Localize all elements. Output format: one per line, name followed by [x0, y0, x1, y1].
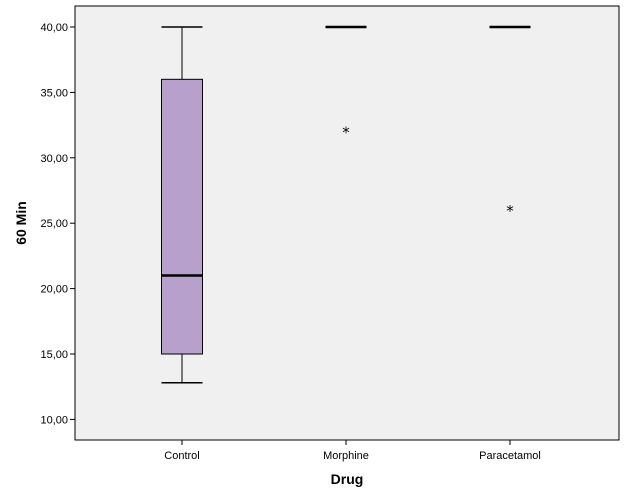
boxes: **	[161, 25, 531, 384]
y-tick-label: 30,00	[40, 153, 68, 165]
y-axis-title: 60 Min	[13, 201, 29, 245]
box-control	[161, 26, 203, 384]
extreme-marker: *	[506, 202, 514, 220]
y-tick-label: 15,00	[40, 349, 68, 361]
plot-area	[74, 5, 620, 441]
iqr-box	[161, 78, 203, 355]
extreme-marker: *	[342, 124, 350, 142]
box-morphine: *	[325, 25, 367, 142]
y-tick-label: 40,00	[40, 22, 68, 34]
box-paracetamol: *	[489, 25, 531, 220]
y-tick-label: 20,00	[40, 284, 68, 296]
y-axis: 10,00 15,00 20,00 25,00 30,00 35,00 40,00	[40, 22, 75, 426]
y-tick-label: 25,00	[40, 218, 68, 230]
x-tick-label: Morphine	[323, 450, 369, 462]
x-axis: Control Morphine Paracetamol	[164, 440, 541, 462]
y-tick-label: 10,00	[40, 414, 68, 426]
x-tick-label: Control	[164, 450, 199, 462]
y-tick-label: 35,00	[40, 87, 68, 99]
x-tick-label: Paracetamol	[479, 450, 541, 462]
x-axis-title: Drug	[331, 471, 364, 487]
